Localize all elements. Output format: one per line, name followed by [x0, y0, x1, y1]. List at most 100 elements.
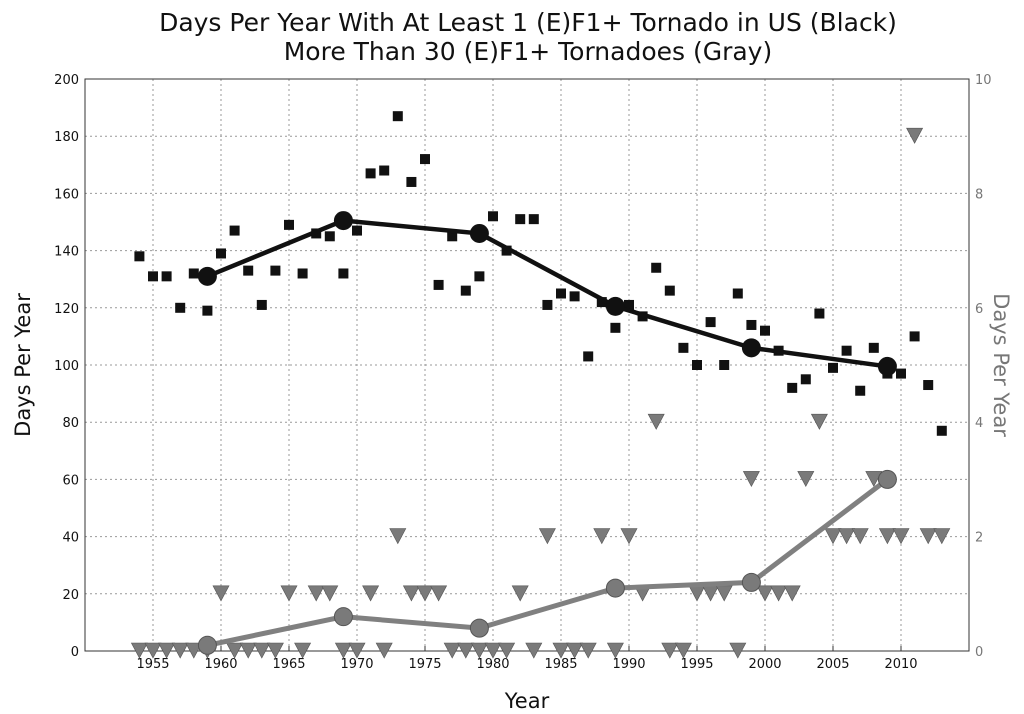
gray-triangle-point: [661, 642, 679, 659]
black-square-point: [556, 288, 566, 299]
x-axis-label: Year: [504, 689, 550, 713]
gray-triangle-point: [443, 642, 461, 659]
black-square-point: [161, 271, 172, 282]
black-square-point: [188, 268, 199, 279]
gray-triangle-point: [416, 585, 434, 602]
gray-triangle-point: [307, 585, 325, 602]
gray-triangle-point: [838, 528, 856, 545]
black-square-point: [760, 325, 770, 336]
black-square-point: [692, 360, 702, 370]
gray-triangle-point: [525, 642, 543, 659]
gray-average-point: [877, 469, 897, 489]
gray-triangle-point: [389, 528, 407, 545]
gray-triangle-point: [484, 642, 502, 659]
gray-triangle-point: [851, 528, 869, 545]
gray-triangle-point: [824, 528, 842, 545]
black-square-point: [814, 308, 825, 319]
gray-average-point: [605, 578, 625, 598]
gray-average-point: [741, 572, 761, 592]
black-average-point: [469, 223, 489, 243]
gray-triangle-point: [729, 642, 747, 659]
black-square-point: [868, 342, 879, 353]
black-square-point: [828, 362, 838, 373]
black-square-point: [610, 322, 621, 333]
black-square-point: [433, 279, 444, 290]
black-square-point: [542, 299, 553, 310]
black-square-point: [460, 285, 471, 296]
x-tick-label: 1960: [204, 657, 237, 672]
gray-triangle-point: [919, 528, 937, 545]
gray-triangle-point: [892, 528, 910, 545]
x-tick-label: 1955: [136, 657, 169, 672]
gray-triangle-point: [674, 642, 692, 659]
black-square-point: [528, 214, 539, 225]
gray-triangle-point: [810, 413, 828, 430]
black-square-point: [297, 268, 308, 279]
gray-triangle-point: [348, 642, 366, 659]
gray-triangle-point: [362, 585, 380, 602]
black-square-point: [651, 262, 662, 273]
gray-triangle-point: [742, 471, 760, 488]
gray-triangle-point: [280, 585, 298, 602]
gray-triangle-point: [756, 585, 774, 602]
gray-triangle-point: [171, 642, 189, 659]
black-square-point: [841, 345, 852, 356]
black-square-point: [338, 268, 349, 279]
gray-triangle-point: [430, 585, 448, 602]
gray-triangle-point: [144, 642, 162, 659]
x-tick-label: 1995: [680, 657, 713, 672]
x-tick-label: 2005: [816, 657, 849, 672]
x-tick-label: 1970: [340, 657, 373, 672]
black-square-point: [324, 231, 335, 242]
gray-triangle-point: [294, 642, 312, 659]
black-square-point: [365, 168, 376, 179]
y-tick-label-right: 8: [975, 187, 983, 202]
black-square-point: [175, 302, 186, 313]
x-tick-label: 1975: [408, 657, 441, 672]
gray-triangle-point: [212, 585, 230, 602]
y-tick-label: 180: [54, 130, 79, 145]
y-tick-label: 120: [54, 302, 79, 317]
black-average-point: [197, 266, 217, 286]
black-square-point: [515, 214, 526, 225]
gray-triangle-point: [865, 471, 883, 488]
black-square-point: [379, 165, 390, 176]
black-square-point: [678, 342, 689, 353]
black-square-point: [270, 265, 281, 276]
gray-triangle-point: [647, 413, 665, 430]
gray-average-line: [206, 477, 889, 648]
black-square-point: [474, 271, 485, 282]
x-tick-label: 2000: [748, 657, 781, 672]
black-square-point: [202, 305, 213, 316]
black-square-point: [787, 382, 798, 393]
black-average-point: [605, 296, 625, 316]
black-square-point: [284, 219, 294, 230]
black-square-point: [624, 299, 634, 310]
tick-labels: 1955 1960 1965 1970 1975 1980 1985 1990 1995 2000…: [54, 73, 991, 672]
black-square-point: [800, 374, 811, 385]
gray-triangle-point: [457, 642, 475, 659]
black-square-point: [909, 331, 920, 342]
gray-triangle-point: [566, 642, 584, 659]
y-axis-label: Days Per Year: [11, 293, 35, 437]
gray-triangle-point: [797, 471, 815, 488]
gray-triangle-point: [239, 642, 257, 659]
black-square-point: [148, 271, 158, 282]
black-square-point: [406, 176, 417, 187]
gray-average-point: [333, 607, 353, 627]
y-tick-label: 140: [54, 245, 79, 260]
black-square-point: [134, 251, 145, 262]
gray-triangle-point: [470, 642, 488, 659]
gray-triangle-point: [253, 642, 271, 659]
black-square-point: [447, 231, 458, 242]
black-square-point: [936, 425, 947, 436]
gray-triangle-point: [158, 642, 176, 659]
black-average-point: [877, 356, 897, 376]
x-tick-label: 1985: [544, 657, 577, 672]
black-square-point: [352, 225, 362, 236]
x-tick-label: 1980: [476, 657, 509, 672]
black-square-point: [732, 288, 743, 299]
black-square-point: [923, 380, 934, 391]
black-square-point: [216, 248, 226, 259]
